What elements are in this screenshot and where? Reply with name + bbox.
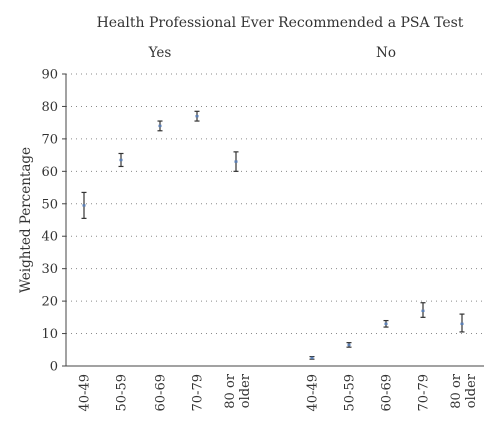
y-tick-label: 70 (41, 132, 58, 147)
y-tick-label: 10 (41, 327, 58, 342)
y-tick-label: 30 (41, 262, 58, 277)
error-bar-yes-4 (233, 151, 239, 172)
x-tick-label: 70-79 (417, 374, 432, 411)
point-marker (347, 343, 351, 347)
x-tick-label: 80 orolder (449, 373, 479, 409)
error-bar-yes-2 (157, 120, 163, 132)
x-tick-label: 70-79 (191, 374, 206, 411)
chart-title: Health Professional Ever Recommended a P… (97, 15, 464, 31)
error-bar-no-3 (420, 302, 426, 318)
point-marker (421, 309, 425, 313)
grid-layer (66, 73, 484, 335)
x-tick-label: 60-69 (380, 374, 395, 411)
point-marker (119, 158, 123, 162)
y-tick-label: 90 (41, 68, 58, 83)
axis-layer (62, 73, 484, 367)
y-axis-label: Weighted Percentage (18, 147, 34, 293)
y-tick-label: 50 (41, 197, 58, 212)
point-marker (460, 322, 464, 326)
x-tick-label: 50-59 (343, 374, 358, 411)
y-tick-label: 20 (41, 295, 58, 310)
x-tick-label: 40-49 (306, 374, 321, 411)
error-bar-yes-1 (118, 152, 124, 168)
point-marker (234, 160, 238, 163)
point-marker (82, 204, 86, 207)
y-tick-label: 80 (41, 100, 58, 115)
y-tick-labels: 0 10 20 30 40 50 60 70 80 90 (41, 68, 58, 375)
point-marker (195, 114, 199, 118)
error-bar-yes-0 (81, 191, 87, 219)
x-tick-labels: 40-49 50-59 60-69 70-79 80 orolder 40-49 50-59… (78, 373, 480, 411)
point-marker (384, 322, 388, 326)
group-label-no: No (376, 45, 396, 61)
error-bar-no-4 (459, 313, 465, 333)
error-bar-yes-3 (194, 110, 200, 122)
error-bar-no-1 (346, 342, 352, 348)
data-marks (81, 110, 465, 360)
x-tick-label: 50-59 (115, 374, 130, 411)
x-tick-label: 40-49 (78, 374, 93, 411)
group-label-yes: Yes (148, 45, 172, 61)
error-bar-no-0 (309, 355, 315, 360)
error-bar-no-2 (383, 319, 389, 328)
point-marker (158, 124, 162, 128)
point-marker (310, 356, 314, 360)
x-tick-label: 60-69 (154, 374, 169, 411)
y-tick-label: 40 (41, 230, 58, 245)
x-tick-label: 80 orolder (223, 373, 253, 409)
y-tick-label: 60 (41, 165, 58, 180)
y-tick-label: 0 (50, 360, 58, 375)
